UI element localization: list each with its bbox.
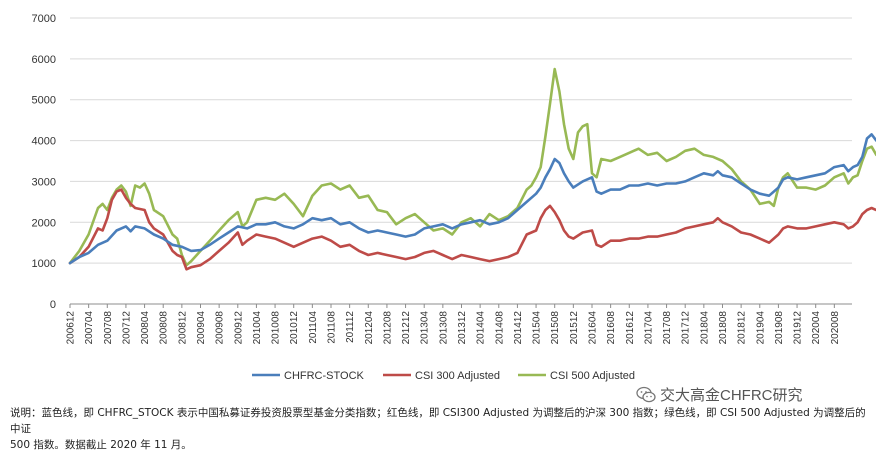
- x-tick-label: 201504: [532, 311, 543, 345]
- series-line-1: [68, 188, 876, 271]
- x-tick-label: 201308: [438, 311, 449, 345]
- x-tick-label: 201508: [550, 311, 561, 345]
- x-tick-label: 201812: [737, 311, 748, 345]
- x-tick-label: 201412: [513, 311, 524, 345]
- x-tick-label: 200612: [66, 311, 77, 345]
- x-tick-label: 200808: [159, 311, 170, 345]
- x-tick-label: 201012: [289, 311, 300, 345]
- x-tick-label: 201712: [681, 311, 692, 345]
- series-lines: [68, 67, 876, 271]
- x-tick-label: 200912: [233, 311, 244, 345]
- x-tick-label: 200804: [140, 311, 151, 345]
- x-tick-label: 202004: [811, 311, 822, 345]
- x-tick-label: 201208: [382, 311, 393, 345]
- x-tick-label: 200712: [121, 311, 132, 345]
- y-tick-label: 3000: [32, 176, 56, 188]
- watermark-text: 交大高金CHFRC研究: [660, 387, 803, 404]
- x-tick-label: 201004: [252, 311, 263, 345]
- x-tick-label: 200908: [215, 311, 226, 345]
- x-tick-label: 201604: [587, 311, 598, 345]
- x-tick-label: 200904: [196, 311, 207, 345]
- x-tick-label: 201612: [625, 311, 636, 345]
- x-tick-label: 201404: [476, 311, 487, 345]
- x-tick-label: 202008: [830, 311, 841, 345]
- x-tick-label: 200704: [84, 311, 95, 345]
- legend-label: CHFRC-STOCK: [284, 370, 365, 382]
- x-tick-label: 201804: [699, 311, 710, 345]
- x-tick-label: 201204: [364, 311, 375, 345]
- y-tick-label: 0: [50, 299, 56, 311]
- y-tick-label: 5000: [32, 95, 56, 107]
- y-tick-label: 2000: [32, 217, 56, 229]
- x-tick-label: 200708: [103, 311, 114, 345]
- legend-label: CSI 500 Adjusted: [550, 370, 635, 382]
- x-tick-label: 201312: [457, 311, 468, 345]
- x-tick-label: 201708: [662, 311, 673, 345]
- x-tick-label: 201912: [793, 311, 804, 345]
- y-tick-label: 4000: [32, 136, 56, 148]
- note-line-2: 500 指数。数据截止 2020 年 11 月。: [10, 439, 192, 451]
- y-axis-ticks: 0 1000 2000 3000 4000 5000 6000 7000: [32, 13, 56, 311]
- line-chart: 0 1000 2000 3000 4000 5000 6000 7000 200612 2007…: [32, 13, 876, 382]
- x-tick-label: 201512: [569, 311, 580, 345]
- x-axis-ticks: 200612 200704 200708 200712 200804 200808 2008…: [66, 304, 841, 344]
- y-tick-label: 1000: [32, 258, 56, 270]
- chart-note: 说明：蓝色线，即 CHFRC_STOCK 表示中国私募证券投资股票型基金分类指数…: [10, 405, 870, 453]
- note-line-1: 说明：蓝色线，即 CHFRC_STOCK 表示中国私募证券投资股票型基金分类指数…: [10, 407, 866, 435]
- x-tick-label: 201408: [494, 311, 505, 345]
- x-tick-label: 201908: [774, 311, 785, 345]
- legend: CHFRC-STOCK CSI 300 Adjusted CSI 500 Adjus…: [252, 370, 635, 382]
- x-tick-label: 201704: [643, 311, 654, 345]
- gridlines: [70, 17, 852, 305]
- series-line-0: [68, 133, 876, 265]
- wechat-icon: [636, 386, 656, 402]
- x-tick-label: 201808: [718, 311, 729, 345]
- x-tick-label: 201008: [271, 311, 282, 345]
- x-tick-label: 201608: [606, 311, 617, 345]
- x-tick-label: 200812: [177, 311, 188, 345]
- y-tick-label: 7000: [32, 13, 56, 25]
- y-tick-label: 6000: [32, 54, 56, 66]
- x-tick-label: 201108: [326, 311, 337, 344]
- x-tick-label: 201904: [755, 311, 766, 345]
- x-tick-label: 201212: [401, 311, 412, 345]
- x-tick-label: 201104: [308, 311, 319, 344]
- x-tick-label: 201112: [345, 311, 356, 343]
- x-tick-label: 201304: [420, 311, 431, 345]
- watermark: 交大高金CHFRC研究: [636, 384, 803, 405]
- legend-label: CSI 300 Adjusted: [415, 370, 500, 382]
